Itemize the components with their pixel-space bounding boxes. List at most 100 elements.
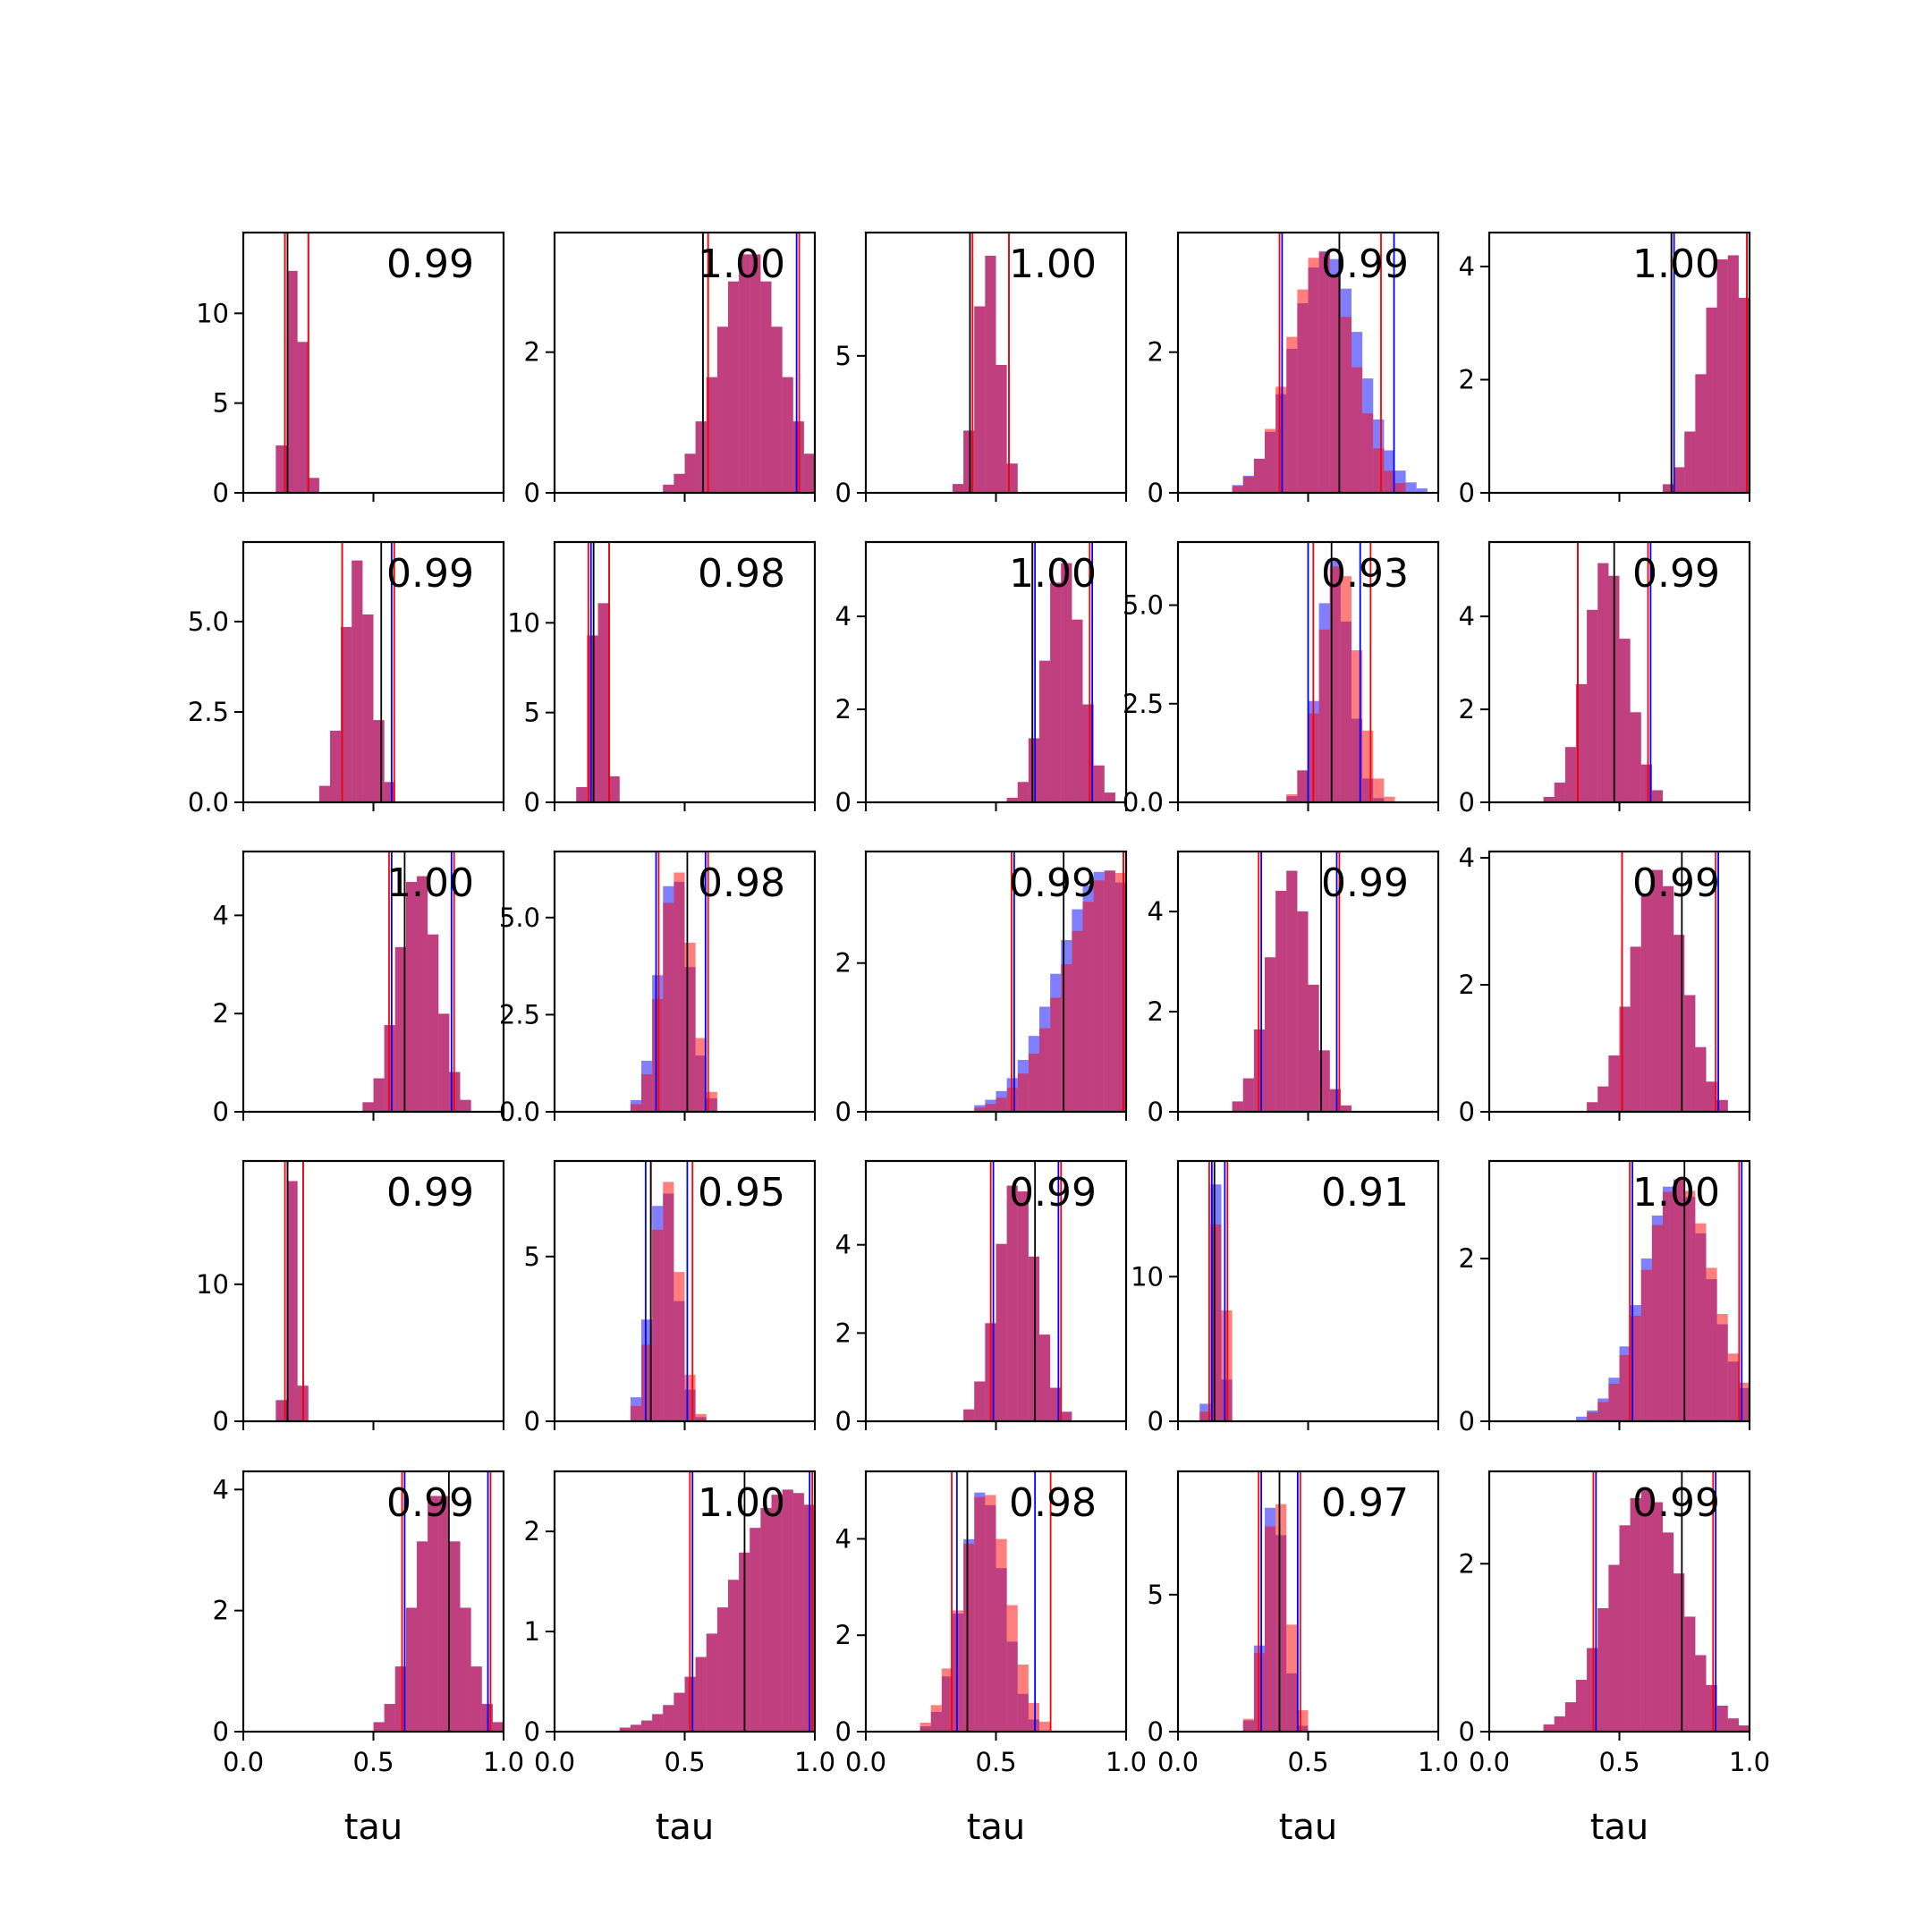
y-tick-label: 0.0 xyxy=(499,1097,540,1127)
hist-bar-b xyxy=(1706,1081,1717,1112)
panel-annotation: 1.00 xyxy=(1009,242,1097,287)
hist-bar-b xyxy=(1362,413,1374,493)
panel-2-4: 0.0 2.5 5.0 0.93 xyxy=(1123,540,1440,818)
hist-bar-b xyxy=(1706,1684,1717,1732)
hist-bar-b xyxy=(438,1496,450,1732)
hist-bar-b xyxy=(996,1538,1007,1732)
hist-bar-b xyxy=(803,453,815,493)
y-tick-label: 0 xyxy=(524,1716,540,1747)
panel-annotation: 0.98 xyxy=(698,551,785,597)
y-tick-label: 0 xyxy=(1459,787,1475,818)
panel-annotation: 0.95 xyxy=(698,1170,785,1216)
y-tick-label: 2 xyxy=(1148,996,1164,1027)
y-tick-label: 0 xyxy=(835,787,852,818)
hist-bar-b xyxy=(985,255,996,493)
hist-bar-b xyxy=(1394,483,1406,493)
x-axis-label: tau xyxy=(967,1807,1026,1848)
y-tick-label: 0 xyxy=(1148,478,1164,508)
hist-bar-b xyxy=(1082,902,1094,1112)
panel-annotation: 1.00 xyxy=(1632,1170,1720,1216)
panel-1-1: 0 5 10 0.99 xyxy=(196,231,505,508)
hist-bar-a xyxy=(1405,482,1417,493)
hist-bar-b xyxy=(1608,1055,1620,1112)
hist-bar-b xyxy=(1651,790,1663,802)
y-tick-label: 0 xyxy=(1459,1097,1475,1127)
panel-3-4: 0 2 4 0.99 xyxy=(1148,850,1440,1127)
hist-bar-b xyxy=(417,876,428,1112)
hist-bar-b xyxy=(1543,1724,1555,1732)
hist-bar-b xyxy=(695,421,707,493)
hist-bar-b xyxy=(1006,797,1018,802)
hist-bar-b xyxy=(1619,639,1631,802)
y-tick-label: 2 xyxy=(213,1596,229,1626)
x-tick-label: 1.0 xyxy=(1106,1747,1147,1777)
hist-bar-b xyxy=(782,377,793,493)
hist-bar-b xyxy=(953,1610,964,1732)
hist-bar-b xyxy=(974,1381,986,1421)
hist-bar-b xyxy=(1242,1078,1254,1112)
panel-2-2: 0 5 10 0.98 xyxy=(507,540,817,818)
hist-bar-b xyxy=(1674,467,1685,493)
hist-bar-b xyxy=(985,1104,996,1112)
hist-bar-b xyxy=(1028,1702,1039,1732)
hist-bar-b xyxy=(275,1400,287,1421)
hist-bar-b xyxy=(460,1099,471,1112)
hist-bar-b xyxy=(1727,1353,1739,1421)
hist-bar-b xyxy=(1640,1489,1652,1732)
panel-1-5: 0 2 4 1.00 xyxy=(1459,231,1751,508)
hist-bar-b xyxy=(695,1413,707,1421)
hist-bar-b xyxy=(771,326,783,493)
hist-bar-b xyxy=(630,1104,641,1112)
hist-bar-b xyxy=(1329,566,1341,802)
hist-bar-b xyxy=(771,1495,783,1732)
hist-bar-b xyxy=(587,635,598,802)
hist-bar-b xyxy=(674,1272,685,1421)
panel-annotation: 1.00 xyxy=(386,860,474,906)
y-tick-label: 0 xyxy=(213,1406,229,1436)
hist-bar-b xyxy=(1340,317,1352,493)
hist-bar-b xyxy=(1297,911,1309,1112)
y-tick-label: 0 xyxy=(1148,1716,1164,1747)
hist-bar-b xyxy=(1286,870,1298,1112)
hist-bar-b xyxy=(1039,1721,1051,1732)
hist-bar-b xyxy=(449,1541,461,1732)
hist-bar-b xyxy=(1663,1532,1674,1732)
y-tick-label: 0.0 xyxy=(1123,787,1164,818)
hist-bar-b xyxy=(1028,738,1039,802)
hist-bar-b xyxy=(674,1692,685,1732)
hist-bar-b xyxy=(1716,258,1728,493)
hist-bar-b xyxy=(695,1657,707,1732)
hist-bar-b xyxy=(1554,1716,1565,1732)
hist-bar-b xyxy=(750,1528,761,1732)
y-tick-label: 0 xyxy=(524,787,540,818)
hist-bar-b xyxy=(1706,1267,1717,1421)
y-tick-label: 1 xyxy=(524,1616,540,1647)
hist-bar-b xyxy=(1651,1502,1663,1732)
hist-bar-a xyxy=(1576,1416,1588,1421)
hist-bar-b xyxy=(760,1507,772,1732)
panel-3-2: 0.0 2.5 5.0 0.98 xyxy=(499,850,817,1127)
hist-bar-b xyxy=(1104,792,1115,802)
hist-bar-b xyxy=(1663,484,1674,493)
hist-bar-b xyxy=(1039,660,1051,802)
hist-bar-b xyxy=(674,473,685,493)
hist-bar-b xyxy=(1674,1179,1685,1421)
y-tick-label: 4 xyxy=(835,1523,852,1554)
hist-bar-b xyxy=(352,560,363,802)
x-tick-label: 0.0 xyxy=(1469,1747,1510,1777)
panel-4-1: 0 10 0.99 xyxy=(196,1159,505,1436)
y-tick-label: 2 xyxy=(524,337,540,368)
hist-bar-b xyxy=(663,1705,674,1732)
y-tick-label: 0 xyxy=(213,1716,229,1747)
hist-bar-b xyxy=(652,1714,664,1732)
hist-bar-b xyxy=(275,445,287,493)
hist-bar-b xyxy=(318,785,330,802)
hist-bar-b xyxy=(1576,1680,1588,1732)
panel-annotation: 0.99 xyxy=(1632,1480,1720,1526)
x-tick-label: 0.0 xyxy=(845,1747,886,1777)
hist-bar-b xyxy=(1329,1089,1341,1112)
hist-bar-b xyxy=(1695,1223,1707,1421)
panel-2-5: 0 2 4 0.99 xyxy=(1459,540,1751,818)
hist-bar-b xyxy=(1352,367,1363,493)
